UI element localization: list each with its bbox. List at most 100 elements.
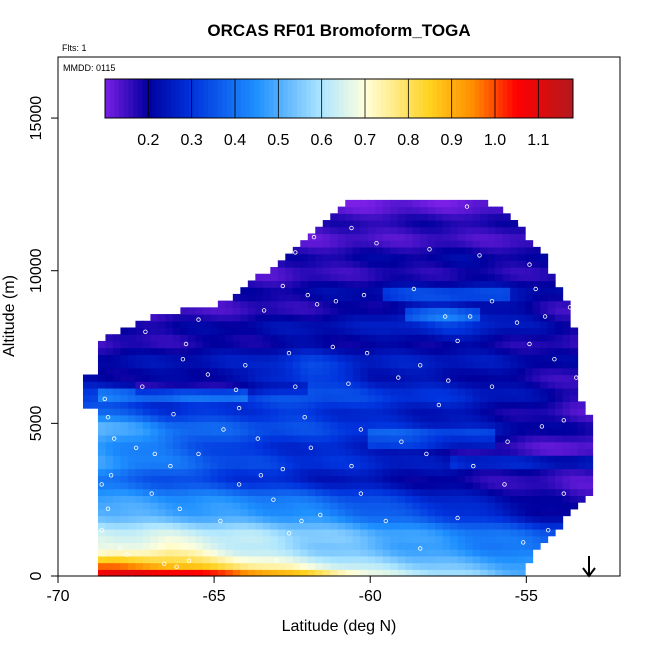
heatmap-cell-994 bbox=[127, 461, 137, 470]
heatmap-cell-1916 bbox=[112, 367, 122, 376]
heatmap-cell-2924 bbox=[405, 233, 414, 241]
heatmap-cell-538 bbox=[127, 508, 137, 517]
heatmap-cell-1263 bbox=[165, 434, 174, 443]
heatmap-cell-2430 bbox=[255, 314, 264, 322]
colorbar-swatch-81 bbox=[484, 79, 490, 118]
heatmap-cell-2996 bbox=[345, 213, 354, 221]
heatmap-cell-2323 bbox=[315, 327, 324, 335]
heatmap-cell-2673 bbox=[360, 280, 369, 288]
heatmap-cell-572 bbox=[382, 508, 391, 517]
heatmap-cell-955 bbox=[330, 468, 339, 476]
heatmap-cell-2795 bbox=[420, 260, 429, 268]
heatmap-cell-2381 bbox=[307, 320, 316, 329]
sample-point-63 bbox=[180, 357, 186, 362]
heatmap-cell-930 bbox=[142, 468, 152, 476]
heatmap-cell-1177 bbox=[510, 448, 519, 456]
heatmap-cell-295 bbox=[142, 535, 152, 544]
heatmap-cell-2290 bbox=[525, 334, 534, 342]
heatmap-cell-675 bbox=[202, 495, 211, 503]
heatmap-cell-319 bbox=[322, 535, 331, 544]
heatmap-cell-756 bbox=[322, 488, 331, 497]
heatmap-cell-832 bbox=[397, 481, 406, 490]
heatmap-cell-1328 bbox=[157, 428, 166, 436]
heatmap-cell-949 bbox=[285, 468, 294, 476]
heatmap-cell-2744 bbox=[307, 267, 316, 275]
heatmap-cell-2337 bbox=[420, 327, 429, 335]
heatmap-cell-2620 bbox=[277, 287, 286, 295]
heatmap-cell-2577 bbox=[277, 293, 286, 302]
heatmap-cell-2698 bbox=[547, 280, 556, 288]
heatmap-cell-2213 bbox=[420, 340, 429, 349]
heatmap-cell-1306 bbox=[487, 434, 496, 443]
heatmap-cell-2287 bbox=[502, 334, 511, 342]
heatmap-cell-1766 bbox=[457, 387, 466, 396]
heatmap-cell-3047 bbox=[397, 199, 406, 208]
heatmap-cell-1356 bbox=[367, 428, 376, 436]
heatmap-cell-1522 bbox=[127, 408, 137, 416]
heatmap-cell-1636 bbox=[480, 401, 489, 409]
heatmap-cell-2895 bbox=[412, 240, 421, 248]
heatmap-cell-853 bbox=[555, 481, 564, 490]
heatmap-cell-550 bbox=[217, 508, 226, 517]
heatmap-cell-2132 bbox=[292, 347, 301, 355]
heatmap-cell-885 bbox=[300, 475, 309, 483]
heatmap-cell-397 bbox=[457, 528, 466, 537]
heatmap-cell-1454 bbox=[112, 414, 122, 423]
heatmap-cell-2087 bbox=[435, 354, 444, 362]
heatmap-cell-2850 bbox=[315, 246, 324, 255]
heatmap-cell-1490 bbox=[382, 414, 391, 423]
heatmap-cell-195 bbox=[270, 549, 279, 557]
heatmap-cell-2388 bbox=[360, 320, 369, 329]
heatmap-cell-869 bbox=[180, 475, 189, 483]
heatmap-cell-2062 bbox=[247, 354, 256, 362]
heatmap-cell-2790 bbox=[382, 260, 391, 268]
sample-point-14 bbox=[299, 518, 304, 524]
heatmap-cell-2180 bbox=[172, 340, 181, 349]
heatmap-cell-385 bbox=[367, 528, 376, 537]
heatmap-cell-454 bbox=[427, 522, 436, 530]
colorbar-swatch-94 bbox=[544, 79, 551, 118]
heatmap-cell-1858 bbox=[157, 374, 166, 382]
heatmap-cell-1775 bbox=[525, 387, 534, 396]
heatmap-cell-605 bbox=[157, 502, 166, 510]
heatmap-cell-160 bbox=[442, 555, 451, 564]
heatmap-cell-1772 bbox=[502, 387, 511, 396]
heatmap-cell-2103 bbox=[555, 354, 564, 362]
heatmap-cell-3053 bbox=[442, 199, 451, 208]
heatmap-cell-1945 bbox=[330, 367, 339, 376]
heatmap-cell-858 bbox=[97, 475, 107, 483]
heatmap-cell-651 bbox=[502, 502, 511, 510]
heatmap-cell-2959 bbox=[457, 226, 466, 235]
heatmap-cell-1535 bbox=[225, 408, 234, 416]
heatmap-cell-543 bbox=[165, 508, 174, 517]
heatmap-cell-2917 bbox=[352, 233, 361, 241]
heatmap-cell-683 bbox=[262, 495, 271, 503]
sample-point-38 bbox=[302, 415, 307, 420]
heatmap-cell-2849 bbox=[307, 246, 316, 255]
heatmap-cell-845 bbox=[495, 481, 504, 490]
heatmap-cell-2806 bbox=[502, 260, 511, 268]
heatmap-cell-48 bbox=[457, 569, 466, 577]
heatmap-cell-223 bbox=[480, 549, 489, 557]
heatmap-cell-495 bbox=[270, 515, 279, 523]
heatmap-cell-876 bbox=[232, 475, 241, 483]
colorbar-swatch-59 bbox=[381, 79, 387, 118]
heatmap-cell-1959 bbox=[435, 367, 444, 376]
heatmap-cell-2677 bbox=[390, 280, 399, 288]
heatmap-cell-2637 bbox=[405, 287, 414, 295]
heatmap-cell-1693 bbox=[405, 394, 414, 402]
heatmap-cell-645 bbox=[457, 502, 466, 510]
heatmap-cell-1631 bbox=[442, 401, 451, 409]
heatmap-cell-1407 bbox=[255, 421, 264, 429]
heatmap-cell-2638 bbox=[412, 287, 421, 295]
heatmap-cell-749 bbox=[270, 488, 279, 497]
heatmap-cell-2554 bbox=[442, 300, 451, 308]
heatmap-cell-2736 bbox=[532, 273, 541, 282]
heatmap-cell-247 bbox=[225, 542, 234, 550]
heatmap-cell-308 bbox=[240, 535, 249, 544]
sample-point-46 bbox=[286, 350, 292, 356]
heatmap-cell-1647 bbox=[562, 401, 571, 409]
heatmap-cell-1283 bbox=[315, 434, 324, 443]
heatmap-cell-330 bbox=[405, 535, 414, 544]
heatmap-cell-2253 bbox=[247, 334, 256, 342]
